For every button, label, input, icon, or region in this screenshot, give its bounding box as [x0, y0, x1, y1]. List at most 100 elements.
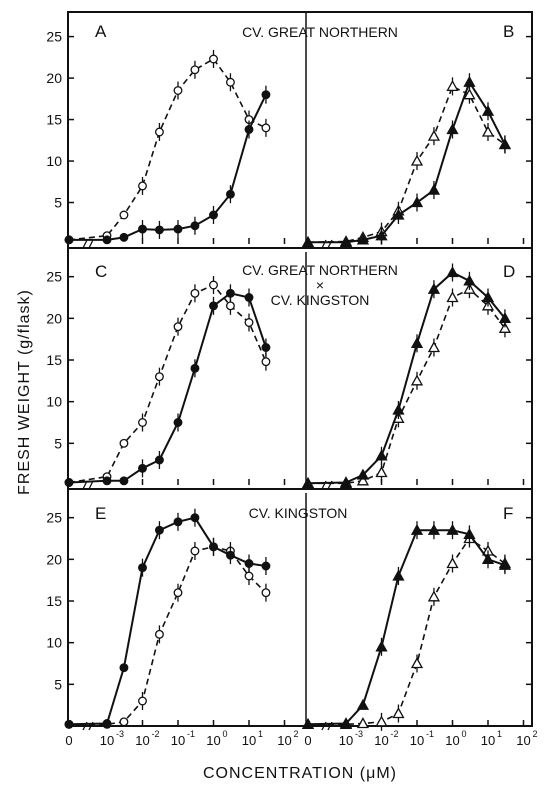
y-tick-label: 15: [46, 352, 62, 368]
data-point: [427, 341, 441, 353]
data-point: [154, 629, 164, 639]
data-point: [244, 293, 254, 302]
data-point: [225, 77, 235, 87]
data-point: [225, 550, 235, 560]
data-point: [119, 663, 129, 673]
x-tick-label: 10: [481, 733, 495, 748]
data-point: [261, 357, 271, 367]
data-point: [498, 321, 512, 333]
panel-label-e: E: [95, 504, 106, 523]
data-point: [446, 80, 459, 92]
series-line-f-0: [308, 537, 506, 726]
data-point: [427, 129, 441, 141]
data-point: [138, 463, 147, 473]
data-point: [225, 301, 235, 311]
x-tick-label: 10: [100, 733, 114, 748]
data-point: [102, 235, 112, 245]
data-point: [119, 717, 129, 727]
data-point: [392, 403, 405, 415]
data-point: [261, 123, 271, 133]
y-tick-label: 25: [46, 29, 62, 45]
series-line-b-0: [307, 85, 506, 244]
data-point: [190, 65, 200, 75]
y-tick-label: 20: [46, 551, 62, 567]
x-tick-label: 10: [410, 733, 424, 748]
x-tick-label: 10: [206, 733, 220, 748]
data-point: [225, 189, 235, 199]
data-point: [261, 343, 271, 352]
data-point: [392, 569, 405, 581]
x-tick-exponent: -3: [355, 729, 363, 739]
data-point: [356, 474, 370, 486]
data-point: [356, 233, 370, 245]
data-point: [427, 183, 441, 195]
data-point: [154, 127, 164, 137]
x-tick-label: 10: [171, 733, 185, 748]
data-point: [481, 104, 495, 116]
title-row-1: CV. GREAT NORTHERN: [242, 24, 398, 40]
data-point: [190, 546, 200, 556]
data-point: [375, 466, 388, 478]
data-point: [244, 125, 254, 134]
data-point: [392, 208, 405, 220]
data-point: [244, 559, 254, 568]
data-point: [209, 280, 218, 290]
series-line-d-0: [308, 288, 506, 485]
title-row-3: CV. KINGSTON: [249, 505, 348, 521]
x-tick-exponent: 1: [258, 729, 263, 739]
y-tick-label: 20: [46, 70, 62, 86]
data-point: [209, 54, 218, 64]
data-point: [173, 517, 183, 527]
title-row-2-top: CV. GREAT NORTHERN: [242, 262, 398, 278]
data-point: [102, 719, 112, 728]
data-point: [446, 266, 459, 278]
data-point: [427, 590, 441, 602]
x-tick-label: 0: [304, 733, 311, 748]
data-point: [375, 640, 388, 652]
data-point: [190, 221, 200, 231]
series-line-f-1: [307, 529, 506, 726]
x-tick-label: 10: [242, 733, 256, 748]
plot-frame: [67, 11, 533, 727]
data-point: [356, 698, 370, 710]
series-line-c-0: [68, 284, 267, 484]
data-point: [339, 236, 353, 247]
data-point: [209, 542, 218, 552]
series-line-b-1: [308, 79, 506, 244]
data-marks: [64, 49, 512, 731]
series-line-a-0: [68, 57, 267, 241]
data-point: [410, 196, 424, 208]
data-point: [64, 235, 74, 245]
data-point: [392, 707, 405, 719]
x-axis-title: CONCENTRATION (μM): [203, 765, 397, 782]
data-point: [64, 719, 74, 729]
y-tick-label: 25: [46, 269, 62, 285]
data-point: [244, 318, 254, 327]
data-point: [301, 476, 315, 488]
data-point: [261, 90, 271, 100]
x-tick-label: 0: [65, 733, 72, 748]
data-point: [498, 138, 512, 150]
series-line-a-1: [69, 94, 267, 241]
data-point: [154, 455, 164, 465]
x-tick-label: 10: [516, 733, 530, 748]
y-axis-title: FRESH WEIGHT (g/flask): [16, 289, 33, 495]
panel-label-d: D: [503, 262, 515, 281]
data-point: [427, 523, 441, 535]
data-point: [261, 588, 271, 598]
data-point: [375, 449, 388, 461]
data-point: [356, 717, 370, 729]
data-point: [410, 657, 424, 669]
data-point: [375, 715, 388, 727]
data-point: [119, 210, 129, 220]
data-point: [190, 363, 200, 373]
data-point: [154, 525, 164, 535]
data-point: [154, 225, 164, 235]
data-point: [119, 438, 129, 448]
x-tick-exponent: 1: [497, 729, 502, 739]
data-point: [481, 552, 495, 564]
data-point: [301, 717, 315, 729]
data-point: [173, 224, 183, 234]
y-tick-label: 10: [46, 394, 62, 410]
